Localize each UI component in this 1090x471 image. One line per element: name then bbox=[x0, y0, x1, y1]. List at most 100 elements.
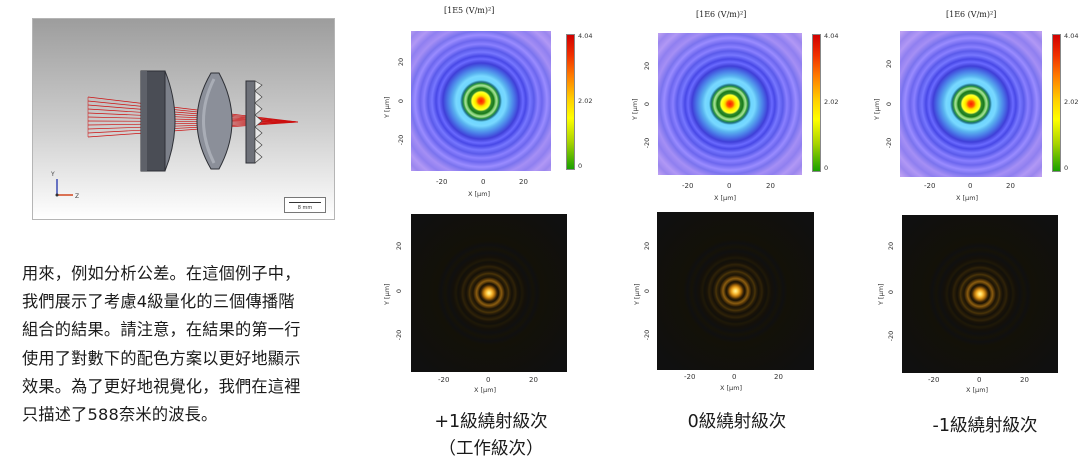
colorbar bbox=[812, 34, 821, 172]
y-tick: 20 bbox=[885, 59, 893, 69]
y-tick: 20 bbox=[395, 241, 403, 251]
field-plot-plus1-log: [1E5 (V/m)²] 4.04 2.02 0 -20 0 20 X [µm]… bbox=[380, 4, 592, 204]
y-axis-label: Y [µm] bbox=[631, 98, 639, 120]
description-line: 組合的結果。請注意，在結果的第一行 bbox=[22, 320, 301, 340]
y-tick: -20 bbox=[643, 137, 651, 149]
y-tick: 0 bbox=[397, 98, 405, 104]
colorbar-tick: 0 bbox=[824, 164, 829, 172]
biconvex-lens bbox=[196, 72, 233, 170]
caption-minus1-order: -1級繞射級次 bbox=[910, 412, 1060, 437]
x-tick: -20 bbox=[924, 182, 936, 190]
optical-system-drawing bbox=[55, 70, 299, 197]
x-tick: 20 bbox=[766, 182, 775, 190]
y-tick: 0 bbox=[643, 288, 651, 294]
caption-line: 0級繞射級次 bbox=[687, 412, 787, 432]
caption-line: -1級繞射級次 bbox=[932, 416, 1038, 436]
x-tick: -20 bbox=[436, 178, 448, 186]
intensity-map bbox=[900, 31, 1042, 177]
description-line: 用來，例如分析公差。在這個例子中， bbox=[22, 264, 301, 283]
colorbar bbox=[566, 34, 575, 170]
intensity-map bbox=[657, 212, 814, 370]
x-tick: 0 bbox=[977, 376, 982, 384]
x-axis-label: X [µm] bbox=[468, 190, 491, 198]
y-axis-label: Y [µm] bbox=[383, 96, 391, 118]
description-line: 只描述了588奈米的波長。 bbox=[22, 405, 218, 425]
intensity-map bbox=[411, 31, 551, 171]
x-tick: 0 bbox=[481, 178, 486, 186]
colorbar-tick: 0 bbox=[1064, 164, 1069, 172]
caption-plus1-order: +1級繞射級次 （工作級次） bbox=[416, 408, 566, 460]
colorbar-tick: 0 bbox=[578, 162, 583, 170]
intensity-plot-plus1: -20 0 20 X [µm] 20 0 -20 Y [µm] bbox=[380, 205, 580, 395]
y-axis-label: Y [µm] bbox=[877, 283, 885, 305]
x-axis-label: X [µm] bbox=[474, 386, 497, 394]
y-tick: -20 bbox=[397, 134, 405, 146]
intensity-map bbox=[902, 215, 1058, 373]
intensity-map bbox=[411, 214, 567, 372]
x-tick: 0 bbox=[486, 376, 491, 384]
plot-title: [1E6 (V/m)²] bbox=[696, 10, 747, 19]
description-line: 使用了對數下的配色方案以更好地顯示 bbox=[22, 348, 301, 368]
caption-line: （工作級次） bbox=[438, 439, 544, 459]
y-axis-label: Y [µm] bbox=[873, 98, 881, 120]
x-axis-label: X [µm] bbox=[714, 194, 737, 202]
x-tick: 20 bbox=[1020, 376, 1029, 384]
y-tick: 0 bbox=[395, 288, 403, 294]
x-tick: 0 bbox=[732, 373, 737, 381]
colorbar-tick: 2.02 bbox=[578, 97, 593, 105]
intensity-plot-zero: -20 0 20 X [µm] 20 0 -20 Y [µm] bbox=[630, 205, 840, 395]
x-tick: 0 bbox=[727, 182, 732, 190]
y-tick: 20 bbox=[397, 57, 405, 67]
intensity-plot-minus1: -20 0 20 X [µm] 20 0 -20 Y [µm] bbox=[874, 205, 1084, 395]
colorbar-tick: 4.04 bbox=[578, 32, 593, 40]
x-axis-label: X [µm] bbox=[966, 386, 989, 394]
axis-y-label: Y bbox=[51, 171, 55, 178]
intensity-map bbox=[658, 33, 802, 175]
x-tick: -20 bbox=[684, 373, 696, 381]
y-tick: -20 bbox=[395, 329, 403, 341]
x-tick: 20 bbox=[529, 376, 538, 384]
plot-title: [1E5 (V/m)²] bbox=[444, 6, 495, 15]
colorbar-tick: 4.04 bbox=[1064, 32, 1079, 40]
ray-bundle bbox=[87, 96, 299, 138]
y-tick: 0 bbox=[887, 289, 895, 295]
description-line: 效果。為了更好地視覺化，我們在這裡 bbox=[22, 376, 301, 396]
y-tick: -20 bbox=[885, 137, 893, 149]
caption-zero-order: 0級繞射級次 bbox=[662, 408, 812, 433]
y-tick: 0 bbox=[885, 101, 893, 107]
x-tick: -20 bbox=[438, 376, 450, 384]
x-tick: -20 bbox=[928, 376, 940, 384]
field-plot-minus1-log: [1E6 (V/m)²] 4.04 2.02 0 -20 0 20 X [µm]… bbox=[870, 4, 1080, 204]
axis-triad bbox=[55, 179, 73, 197]
description-line: 我們展示了考慮4級量化的三個傳播階 bbox=[22, 292, 295, 312]
colorbar-tick: 4.04 bbox=[824, 32, 839, 40]
x-tick: 20 bbox=[519, 178, 528, 186]
y-tick: 20 bbox=[643, 61, 651, 71]
colorbar-tick: 2.02 bbox=[1064, 98, 1079, 106]
x-tick: 20 bbox=[1006, 182, 1015, 190]
optical-layout-viewer[interactable]: Y Z 8 mm bbox=[32, 18, 335, 220]
plot-title: [1E6 (V/m)²] bbox=[946, 10, 997, 19]
diffractive-element bbox=[245, 80, 263, 164]
y-axis-label: Y [µm] bbox=[633, 283, 641, 305]
x-tick: 20 bbox=[774, 373, 783, 381]
x-axis-label: X [µm] bbox=[956, 194, 979, 202]
x-axis-label: X [µm] bbox=[720, 384, 743, 392]
x-tick: 0 bbox=[968, 182, 973, 190]
doublet-lens bbox=[140, 70, 176, 172]
axis-z-label: Z bbox=[75, 193, 80, 200]
y-tick: 20 bbox=[643, 241, 651, 251]
colorbar-tick: 2.02 bbox=[824, 98, 839, 106]
colorbar bbox=[1052, 34, 1061, 172]
y-tick: 0 bbox=[643, 101, 651, 107]
y-tick: -20 bbox=[643, 329, 651, 341]
x-tick: -20 bbox=[682, 182, 694, 190]
y-axis-label: Y [µm] bbox=[383, 283, 391, 305]
field-plot-zero-log: [1E6 (V/m)²] 4.04 2.02 0 -20 0 20 X [µm]… bbox=[628, 4, 838, 204]
scale-bar: 8 mm bbox=[284, 197, 326, 213]
caption-line: +1級繞射級次 bbox=[434, 412, 548, 432]
y-tick: 20 bbox=[887, 241, 895, 251]
scale-bar-label: 8 mm bbox=[297, 205, 313, 211]
y-tick: -20 bbox=[887, 330, 895, 342]
description-text: 用來，例如分析公差。在這個例子中， 我們展示了考慮4級量化的三個傳播階 組合的結… bbox=[22, 260, 367, 429]
